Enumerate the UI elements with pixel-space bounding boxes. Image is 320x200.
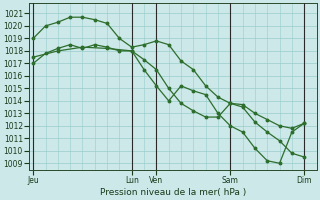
X-axis label: Pression niveau de la mer( hPa ): Pression niveau de la mer( hPa ) xyxy=(100,188,246,197)
